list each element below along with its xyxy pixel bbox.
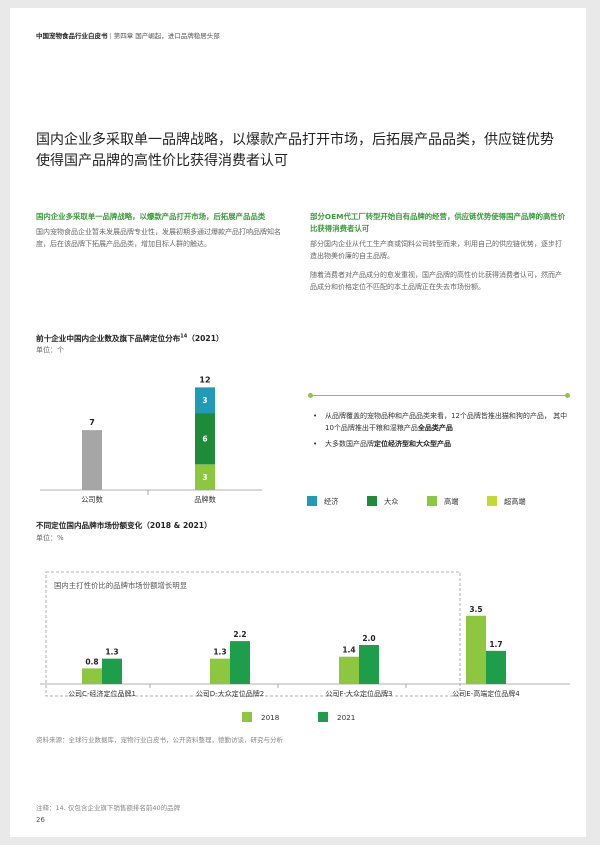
finding-2: 大多数国产品牌定位经济型和大众型产品	[310, 439, 572, 451]
chart1-bar-segment	[195, 464, 215, 490]
chart2-value-label: 1.4	[342, 646, 355, 655]
chart1-legend-label: 经济	[324, 497, 338, 506]
chart2-category-label: 公司E-高端定位品牌4	[452, 689, 520, 698]
running-header: 中国宠物食品行业白皮书 | 第四章 国产崛起，进口品牌稳居头部	[36, 30, 220, 40]
chart1-segment-label: 6	[202, 435, 207, 444]
chart2-value-label: 1.3	[105, 648, 118, 657]
page-title: 国内企业多采取单一品牌战略，以爆款产品打开市场，后拓展产品品类，供应链优势使得国…	[36, 132, 554, 169]
chart1-legend-swatch	[487, 496, 497, 506]
divider-line	[308, 393, 570, 398]
chart1-legend-label: 超高端	[504, 497, 526, 506]
finding-1: 从品牌覆盖的宠物品种和产品品类来看，12个品牌皆推出猫和狗的产品， 其中10个品…	[310, 411, 572, 434]
chart2-category-label: 公司F-大众定位品牌3	[325, 689, 392, 698]
chart2-unit: 单位：%	[36, 534, 64, 542]
left-column-heading: 国内企业多采取单一品牌战略，以爆款产品打开市场，后拓展产品品类	[36, 212, 266, 221]
chart2-bar	[230, 641, 250, 684]
chart2-value-label: 1.7	[489, 640, 502, 649]
right-column-body-2: 随着消费者对产品成分的愈发重视，国产品牌的高性价比获得消费者认可，然而产品成分和…	[310, 271, 562, 291]
chart2-bar	[486, 650, 506, 684]
chart2-svg: 国内主打性价比的品牌市场份额增长明显 0.8 1.3 1.4 3.5 1.3 2.2 2.0…	[40, 571, 570, 722]
chart2-value-label: 2.2	[233, 630, 246, 639]
chart1-legend-swatch	[427, 496, 437, 506]
chart2-value-label: 2.0	[362, 634, 375, 643]
chapter-name: 第四章 国产崛起，进口品牌稳居头部	[113, 32, 220, 40]
key-findings: 从品牌覆盖的宠物品种和产品品类来看，12个品牌皆推出猫和狗的产品， 其中10个品…	[310, 411, 572, 456]
page-number: 26	[36, 816, 45, 824]
chart1-svg: 公司数品牌数0363712经济大众高端超高端	[40, 375, 526, 506]
report-name: 中国宠物食品行业白皮书	[36, 32, 108, 40]
chart1-bar-companies	[82, 430, 102, 490]
chart1-segment-label: 3	[202, 473, 207, 482]
chart1-total-label: 7	[89, 418, 95, 427]
chart1-legend-swatch	[307, 496, 317, 506]
chart2-category-label: 公司D-大众定位品牌2	[196, 689, 264, 698]
chart2-bar	[210, 658, 230, 684]
chart1-bar-segment	[195, 413, 215, 465]
chart2-title: 不同定位国内品牌市场份额变化（2018 & 2021）	[36, 521, 212, 530]
chart1-title: 前十企业中国内企业数及旗下品牌定位分布14（2021）	[36, 333, 224, 344]
finding-2-text: 大多数国产品牌	[325, 440, 374, 448]
chart1-total-label: 12	[199, 375, 210, 384]
footnote: 注释：14. 仅包含企业旗下销售额排名前40的品牌	[36, 804, 181, 812]
chart2-value-label: 0.8	[85, 657, 98, 666]
chart1-bar-segment	[195, 387, 215, 414]
report-page: 中国宠物食品行业白皮书 | 第四章 国产崛起，进口品牌稳居头部 国内企业多采取单一品…	[10, 8, 586, 837]
source-note: 资料来源：全球行业数据库，宠物行业白皮书，公开资料整理，德勤访谈，研究与分析	[36, 736, 283, 744]
finding-2-emphasis: 定位经济型和大众型产品	[374, 440, 451, 448]
chart2-bar	[359, 645, 379, 684]
chart2-value-label: 3.5	[469, 605, 482, 614]
right-column: 部分OEM代工厂转型开始自有品牌的经营，供应链优势使得国产品牌的高性价比获得消费…	[310, 211, 568, 293]
chart1-category-label: 公司数	[81, 495, 103, 504]
chart2-bar	[102, 658, 122, 684]
chart2-legend-label: 2018	[261, 713, 280, 722]
chart1-year: （2021）	[187, 334, 224, 343]
chart2-bar	[82, 668, 102, 684]
chart1-title-text: 前十企业中国内企业数及旗下品牌定位分布	[36, 334, 181, 343]
right-column-heading: 部分OEM代工厂转型开始自有品牌的经营，供应链优势使得国产品牌的高性价比获得消费…	[310, 212, 566, 233]
chart2-category-label: 公司C-经济定位品牌1	[68, 689, 136, 698]
chart1-unit: 单位：个	[36, 346, 64, 354]
chart1-legend-swatch	[367, 496, 377, 506]
chart2-legend-swatch	[318, 712, 328, 722]
chart2-legend-swatch	[242, 712, 252, 722]
chart2-annotation-text: 国内主打性价比的品牌市场份额增长明显	[54, 581, 188, 590]
chart1-legend-label: 高端	[444, 497, 458, 506]
chart1-legend-label: 大众	[384, 497, 398, 506]
finding-1-text: 从品牌覆盖的宠物品种和产品品类来看，12个品牌皆推出猫和狗的产品， 其中10个品…	[325, 412, 568, 432]
chart2-legend-label: 2021	[337, 713, 355, 722]
finding-1-emphasis: 全品类产品	[417, 423, 453, 432]
right-column-body-1: 部分国内企业从代工生产商或饲料公司转型而来，利用自己的供应链优势，逐步打造出物美…	[310, 240, 562, 260]
left-column-body: 国内宠物食品企业暂未发展品牌专业性，发展初期多通过爆款产品打响品牌知名度，后在该…	[36, 228, 281, 248]
chart2-value-label: 1.3	[213, 648, 226, 657]
chart2-annotation-box	[45, 571, 461, 697]
chart2-bar	[339, 656, 359, 684]
chart1-category-label: 品牌数	[194, 495, 216, 504]
chart2-bar	[466, 615, 486, 684]
chart1-segment-label: 3	[202, 396, 207, 405]
header-separator: |	[109, 32, 112, 40]
left-column: 国内企业多采取单一品牌战略，以爆款产品打开市场，后拓展产品品类 国内宠物食品企业…	[36, 211, 291, 250]
chart1-footnote-ref: 14	[180, 333, 188, 340]
